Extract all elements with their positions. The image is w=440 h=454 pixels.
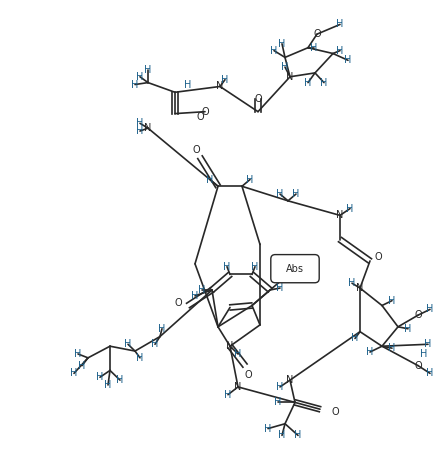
Text: H: H: [191, 291, 199, 301]
Text: H: H: [104, 380, 112, 390]
Text: H: H: [292, 189, 300, 199]
Text: H: H: [136, 126, 144, 136]
Text: H: H: [345, 55, 352, 65]
Text: H: H: [270, 45, 278, 55]
Text: H: H: [346, 203, 354, 213]
Text: H: H: [420, 349, 428, 359]
Text: O: O: [201, 107, 209, 117]
Text: H: H: [336, 20, 344, 30]
Text: N: N: [235, 382, 242, 392]
Text: H: H: [276, 189, 284, 199]
Text: H: H: [96, 372, 104, 382]
Text: H: H: [74, 349, 82, 359]
Text: H: H: [276, 283, 284, 293]
FancyBboxPatch shape: [271, 255, 319, 283]
Text: H: H: [294, 430, 302, 440]
Text: O: O: [331, 407, 339, 417]
Text: H: H: [264, 424, 271, 434]
Text: N: N: [336, 210, 344, 220]
Text: H: H: [144, 65, 152, 75]
Text: H: H: [125, 339, 132, 349]
Text: H: H: [279, 39, 286, 49]
Text: N: N: [226, 341, 234, 351]
Text: O: O: [174, 297, 182, 308]
Text: H: H: [70, 368, 78, 378]
Text: H: H: [136, 118, 144, 128]
Text: H: H: [116, 375, 124, 385]
Text: O: O: [196, 113, 204, 123]
Text: H: H: [184, 79, 192, 89]
Text: H: H: [336, 45, 344, 55]
Text: O: O: [244, 370, 252, 380]
Text: N: N: [356, 283, 364, 293]
Text: H: H: [224, 390, 232, 400]
Text: O: O: [254, 94, 262, 104]
Text: H: H: [281, 62, 289, 72]
Text: H: H: [136, 353, 144, 363]
Text: Abs: Abs: [286, 264, 304, 274]
Text: H: H: [206, 174, 214, 184]
Text: H: H: [198, 285, 205, 295]
Text: O: O: [192, 145, 200, 155]
Text: H: H: [279, 430, 286, 440]
Text: H: H: [158, 324, 166, 334]
Text: O: O: [313, 29, 321, 39]
Text: H: H: [426, 368, 434, 378]
Text: O: O: [414, 310, 422, 320]
Text: H: H: [131, 79, 139, 89]
Text: H: H: [78, 360, 86, 370]
Text: H: H: [235, 349, 242, 359]
Text: H: H: [320, 78, 328, 88]
Text: H: H: [404, 324, 412, 334]
Text: N: N: [286, 72, 293, 82]
Text: H: H: [367, 347, 374, 357]
Text: N: N: [144, 123, 152, 133]
Text: H: H: [274, 397, 282, 407]
Text: H: H: [310, 43, 318, 53]
Text: H: H: [424, 339, 432, 349]
Text: H: H: [348, 278, 356, 288]
Text: H: H: [246, 174, 254, 184]
Text: H: H: [426, 304, 434, 314]
Text: N: N: [286, 375, 293, 385]
Text: H: H: [276, 382, 284, 392]
Text: H: H: [151, 339, 159, 349]
Text: N: N: [216, 81, 224, 91]
Text: H: H: [389, 296, 396, 306]
Text: H: H: [136, 72, 144, 82]
Text: H: H: [221, 75, 229, 85]
Text: O: O: [374, 252, 382, 262]
Text: H: H: [389, 343, 396, 353]
Text: H: H: [304, 78, 312, 88]
Text: H: H: [251, 262, 259, 272]
Text: H: H: [351, 333, 359, 344]
Text: H: H: [224, 262, 231, 272]
Text: O: O: [414, 360, 422, 370]
